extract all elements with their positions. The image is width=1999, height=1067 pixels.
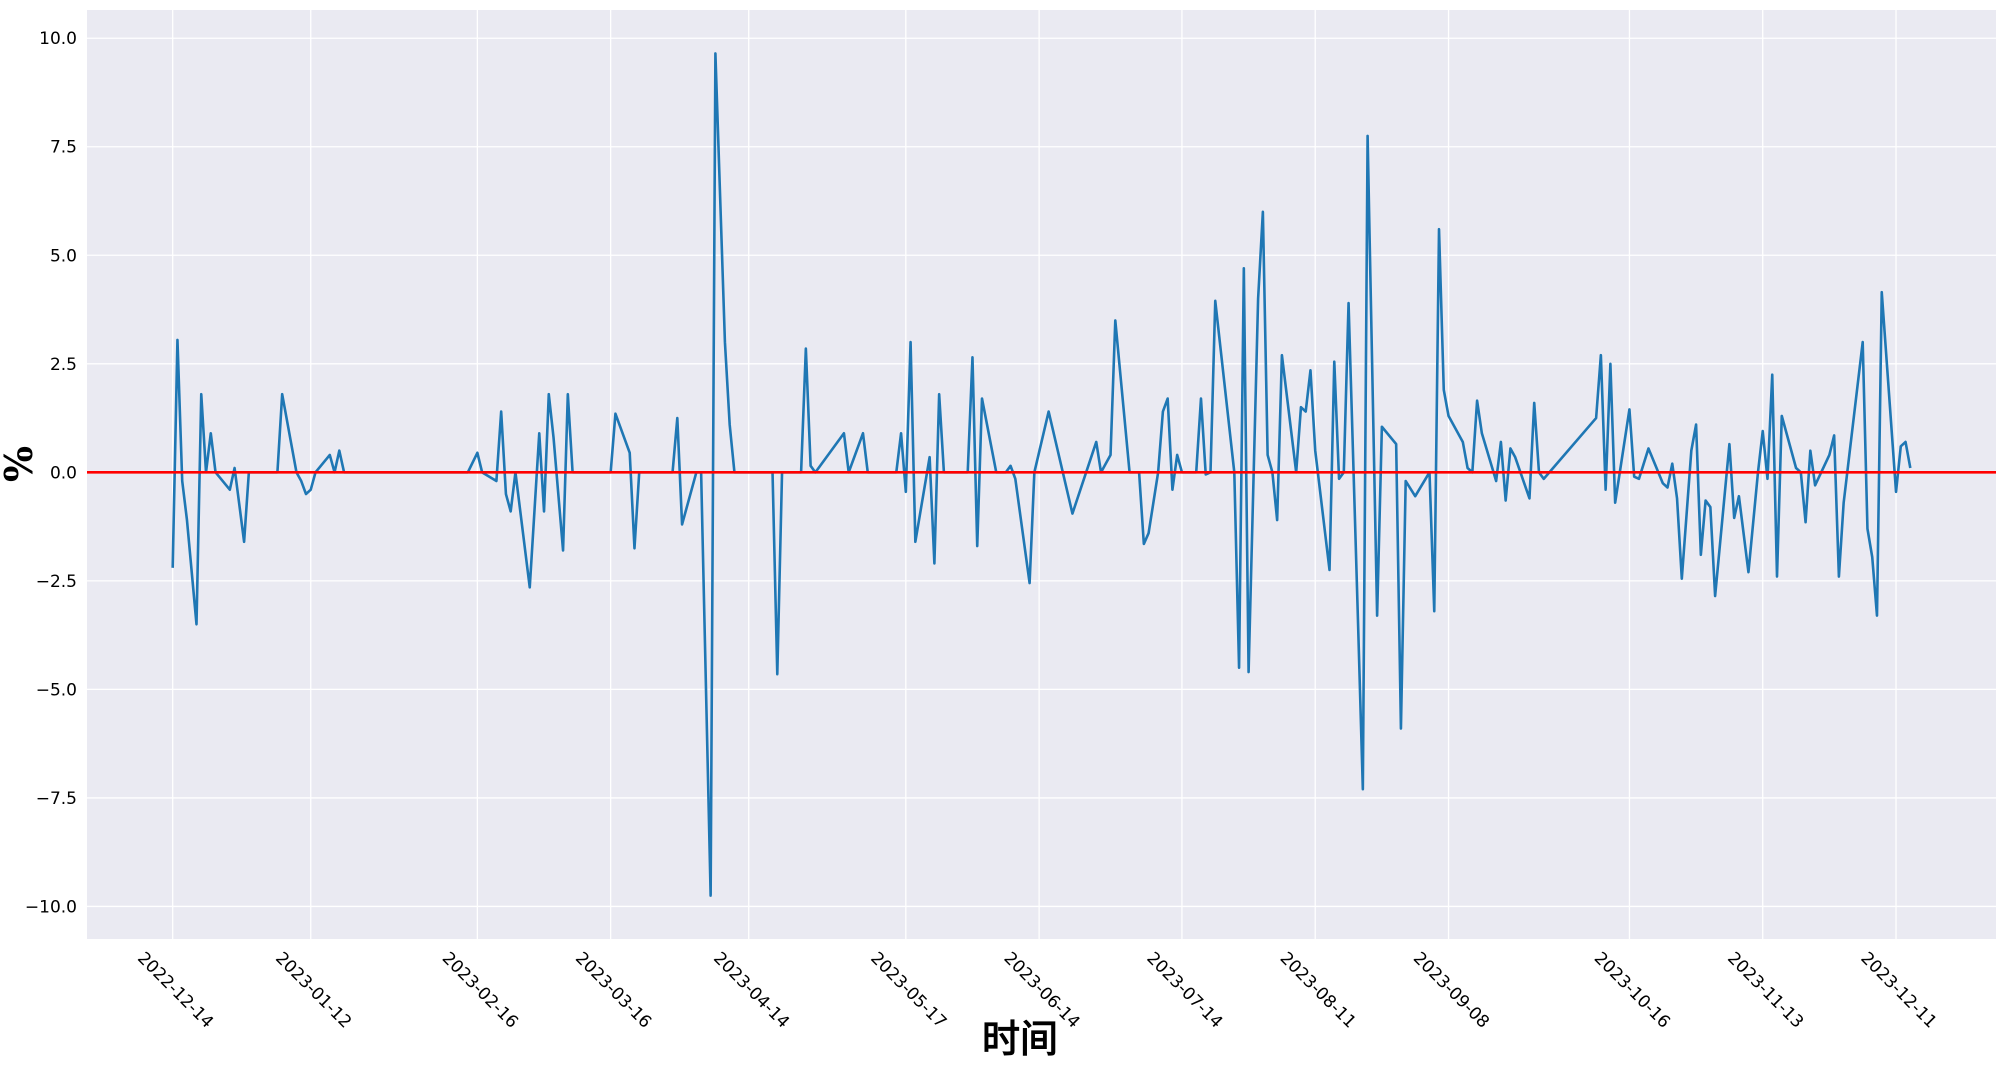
x-tick-label: 2023-05-17 [866, 948, 950, 1032]
y-tick-label: −10.0 [25, 897, 77, 917]
x-tick-label: 2023-11-13 [1723, 948, 1807, 1032]
x-tick-label: 2023-12-11 [1856, 948, 1940, 1032]
y-tick-label: 7.5 [50, 138, 77, 158]
x-tick-label: 2023-01-12 [271, 948, 355, 1032]
x-tick-label: 2022-12-14 [133, 948, 217, 1032]
x-tick-label: 2023-02-16 [438, 948, 522, 1032]
x-tick-label: 2023-04-14 [709, 948, 793, 1032]
x-tick-label: 2023-09-08 [1409, 948, 1493, 1032]
y-tick-label: −5.0 [36, 680, 77, 700]
y-axis-title: % [0, 446, 41, 482]
y-tick-label: −2.5 [36, 572, 77, 592]
y-tick-label: 2.5 [50, 355, 77, 375]
x-tick-label: 2023-08-11 [1276, 948, 1360, 1032]
x-tick-label: 2023-10-16 [1590, 948, 1674, 1032]
plot-area [87, 10, 1996, 939]
data-line [171, 52, 1912, 897]
y-tick-label: 5.0 [50, 246, 77, 266]
x-tick-label: 2023-07-14 [1142, 948, 1226, 1032]
y-tick-label: 0.0 [50, 463, 77, 483]
x-tick-label: 2023-03-16 [571, 948, 655, 1032]
y-tick-label: −7.5 [36, 789, 77, 809]
y-tick-label: 10.0 [39, 29, 77, 49]
x-axis-title: 时间 [982, 1016, 1058, 1061]
